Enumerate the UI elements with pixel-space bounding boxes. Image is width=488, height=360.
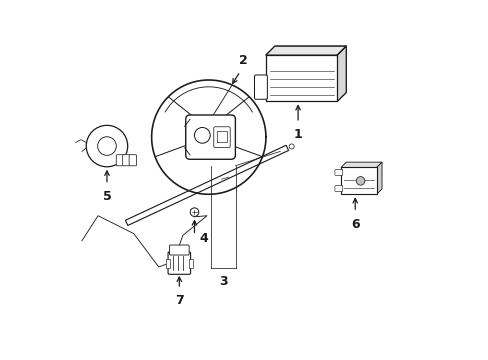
FancyBboxPatch shape bbox=[254, 75, 267, 99]
Polygon shape bbox=[265, 46, 346, 55]
Circle shape bbox=[190, 208, 198, 216]
Text: 7: 7 bbox=[175, 294, 183, 307]
FancyBboxPatch shape bbox=[334, 170, 342, 175]
Polygon shape bbox=[376, 162, 381, 194]
Text: 4: 4 bbox=[199, 232, 207, 245]
Polygon shape bbox=[337, 46, 346, 102]
Text: 3: 3 bbox=[218, 275, 227, 288]
FancyBboxPatch shape bbox=[122, 155, 130, 166]
FancyBboxPatch shape bbox=[116, 155, 123, 166]
FancyBboxPatch shape bbox=[165, 259, 169, 268]
FancyBboxPatch shape bbox=[168, 252, 190, 274]
FancyBboxPatch shape bbox=[265, 55, 337, 102]
Circle shape bbox=[98, 137, 116, 156]
Polygon shape bbox=[125, 145, 288, 225]
Text: 6: 6 bbox=[350, 217, 359, 230]
Circle shape bbox=[288, 144, 294, 149]
Circle shape bbox=[86, 125, 127, 167]
Circle shape bbox=[356, 177, 364, 185]
FancyBboxPatch shape bbox=[129, 155, 136, 166]
FancyBboxPatch shape bbox=[169, 245, 189, 255]
FancyBboxPatch shape bbox=[213, 127, 230, 148]
FancyBboxPatch shape bbox=[340, 167, 376, 194]
FancyBboxPatch shape bbox=[189, 259, 193, 268]
Text: 1: 1 bbox=[293, 128, 302, 141]
FancyBboxPatch shape bbox=[334, 186, 342, 192]
Text: 2: 2 bbox=[238, 54, 247, 67]
Polygon shape bbox=[340, 162, 381, 167]
Text: 5: 5 bbox=[102, 190, 111, 203]
FancyBboxPatch shape bbox=[185, 115, 235, 159]
